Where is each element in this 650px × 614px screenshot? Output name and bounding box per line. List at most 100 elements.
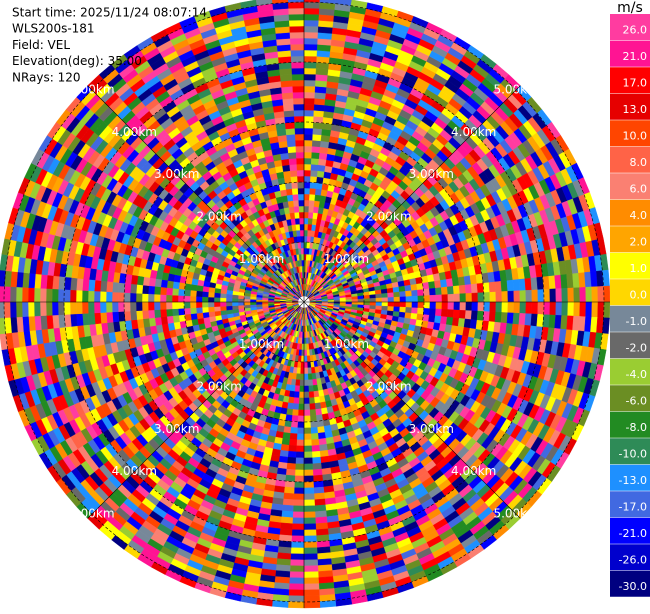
radar-cell	[506, 312, 514, 325]
radar-cell	[363, 294, 371, 300]
radar-cell	[288, 589, 305, 597]
radar-cell	[597, 301, 605, 318]
radar-cell	[296, 439, 305, 447]
radar-cell	[147, 285, 156, 295]
radar-cell	[405, 301, 413, 308]
radar-cell	[15, 286, 23, 303]
radar-cell	[284, 480, 295, 488]
radar-cell	[303, 469, 314, 477]
radar-cell	[313, 480, 324, 488]
radar-cell	[405, 296, 413, 303]
radar-cell	[381, 301, 389, 307]
radar-cell	[129, 301, 137, 312]
radar-cell	[303, 109, 315, 117]
radar-cell	[519, 290, 527, 303]
radar-cell	[387, 292, 395, 298]
radar-cell	[423, 308, 431, 316]
radar-cell	[303, 97, 315, 105]
radar-cell	[303, 493, 315, 501]
radar-cell	[500, 312, 508, 324]
radar-cell	[452, 309, 461, 319]
radar-cell	[237, 304, 245, 310]
radar-cell	[310, 163, 319, 171]
radar-cell	[519, 301, 527, 314]
radar-cell	[195, 307, 203, 314]
radar-cell	[159, 286, 168, 296]
radar-cell	[207, 306, 215, 313]
radar-cell	[69, 289, 77, 303]
radar-cell	[311, 456, 322, 465]
radar-cell	[429, 301, 437, 310]
radar-cell	[303, 529, 317, 537]
radar-cell	[295, 451, 305, 459]
radar-cell	[123, 310, 132, 322]
radar-cell	[177, 308, 185, 316]
radar-cell	[387, 301, 395, 307]
radar-cell	[303, 547, 318, 555]
radar-cell	[303, 37, 319, 45]
radar-cell	[177, 301, 185, 309]
radar-cell	[306, 349, 310, 357]
radar-cell	[387, 306, 395, 312]
radar-cell	[303, 187, 311, 195]
radar-cell	[81, 301, 89, 314]
radar-cell	[387, 297, 395, 303]
radar-cell	[315, 182, 324, 190]
radar-cell	[465, 292, 473, 303]
radar-cell	[208, 311, 216, 318]
radar-cell	[410, 313, 418, 321]
radar-cell	[312, 462, 322, 471]
radar-cell	[303, 85, 316, 93]
radar-cell	[293, 499, 305, 507]
radar-cell	[276, 552, 292, 560]
radar-cell	[303, 127, 314, 135]
radar-cell	[147, 301, 155, 311]
radar-cell	[282, 498, 294, 506]
radar-cell	[214, 310, 222, 317]
radar-cell	[303, 157, 312, 165]
radar-cell	[285, 468, 296, 477]
radar-cell	[283, 486, 295, 494]
radar-cell	[303, 535, 317, 543]
radar-cell	[118, 282, 126, 293]
radar-cell	[399, 301, 407, 308]
radar-cell	[303, 349, 308, 357]
radar-cell	[21, 301, 29, 318]
radar-cell	[249, 301, 257, 306]
radar-cell	[276, 558, 291, 566]
radar-cell	[405, 290, 413, 297]
radar-cell	[282, 432, 291, 440]
radar-cell	[312, 468, 323, 477]
radar-cell	[303, 541, 318, 549]
radar-cell	[458, 284, 467, 295]
radar-cell	[237, 301, 245, 306]
radar-cell	[303, 169, 312, 177]
radar-cell	[483, 292, 491, 303]
radar-cell	[422, 314, 430, 322]
radar-cell	[429, 294, 437, 303]
radar-cell	[45, 288, 53, 303]
radar-cell	[195, 296, 203, 303]
radar-cell	[293, 487, 305, 495]
radar-cell	[306, 361, 312, 369]
radar-cell	[299, 373, 305, 381]
radar-cell	[303, 373, 309, 381]
radar-cell	[316, 176, 324, 184]
radar-cell	[393, 296, 401, 303]
radar-cell	[314, 510, 327, 518]
radar-cell	[300, 355, 305, 363]
radar-cell	[542, 314, 550, 328]
radar-cell	[299, 379, 305, 387]
radar-cell	[293, 397, 300, 405]
radar-cell	[417, 301, 425, 309]
radar-cell	[602, 317, 610, 335]
radar-cell	[171, 308, 179, 317]
radar-cell	[307, 217, 314, 225]
radar-cell	[303, 175, 311, 183]
radar-cell	[311, 139, 322, 148]
radar-cell	[313, 116, 324, 124]
radar-cell	[153, 301, 161, 311]
radar-cell	[417, 289, 425, 297]
radar-cell	[303, 439, 312, 447]
radar-cell	[213, 301, 221, 307]
